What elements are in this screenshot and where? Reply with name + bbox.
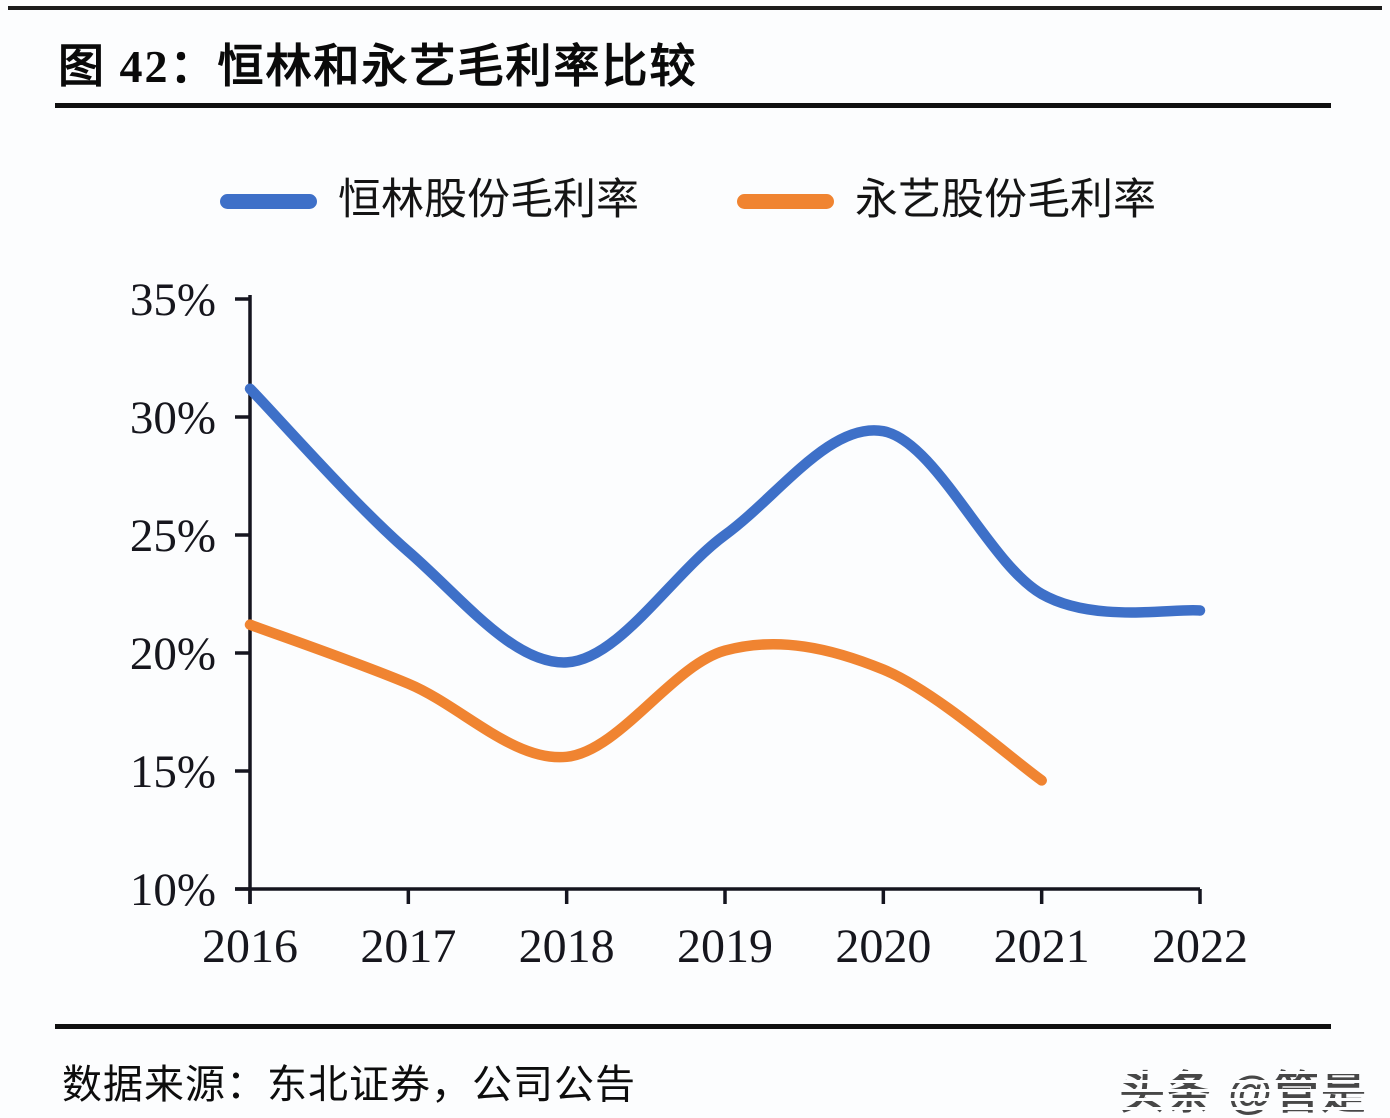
x-tick-label: 2021 <box>994 920 1090 973</box>
watermark-text: 头条 @管是 <box>1119 1067 1368 1118</box>
legend-swatch-yongyi <box>737 193 834 209</box>
chart-legend: 恒林股份毛利率 永艺股份毛利率 <box>0 176 1390 226</box>
x-tick-label: 2020 <box>835 920 931 973</box>
y-tick-label: 15% <box>130 746 216 798</box>
series-line-yongyi <box>244 619 1047 786</box>
legend-swatch-henglin <box>220 193 317 209</box>
top-border-rule <box>8 6 1382 10</box>
x-tick-label: 2019 <box>677 920 773 973</box>
x-tick-label: 2022 <box>1152 920 1248 973</box>
x-tick-label: 2018 <box>519 920 615 973</box>
footer-rule <box>55 1024 1331 1029</box>
legend-item-henglin: 恒林股份毛利率 <box>220 176 639 226</box>
watermark: 头条 @管是 <box>1119 1056 1368 1118</box>
title-underline-rule <box>55 103 1331 108</box>
x-tick-label: 2016 <box>202 920 298 973</box>
legend-item-yongyi: 永艺股份毛利率 <box>737 176 1156 226</box>
series-line-henglin <box>244 383 1206 668</box>
y-tick-label: 30% <box>130 392 216 444</box>
figure-title: 图 42：恒林和永艺毛利率比较 <box>58 41 698 92</box>
data-source-note: 数据来源：东北证券，公司公告 <box>62 1062 636 1107</box>
legend-label-yongyi: 永艺股份毛利率 <box>855 177 1156 224</box>
legend-label-henglin: 恒林股份毛利率 <box>338 177 639 224</box>
y-tick-label: 20% <box>130 628 216 680</box>
y-tick-label: 25% <box>130 510 216 562</box>
x-tick-label: 2017 <box>360 920 456 973</box>
y-tick-label: 35% <box>130 274 216 326</box>
y-tick-label: 10% <box>130 864 216 916</box>
